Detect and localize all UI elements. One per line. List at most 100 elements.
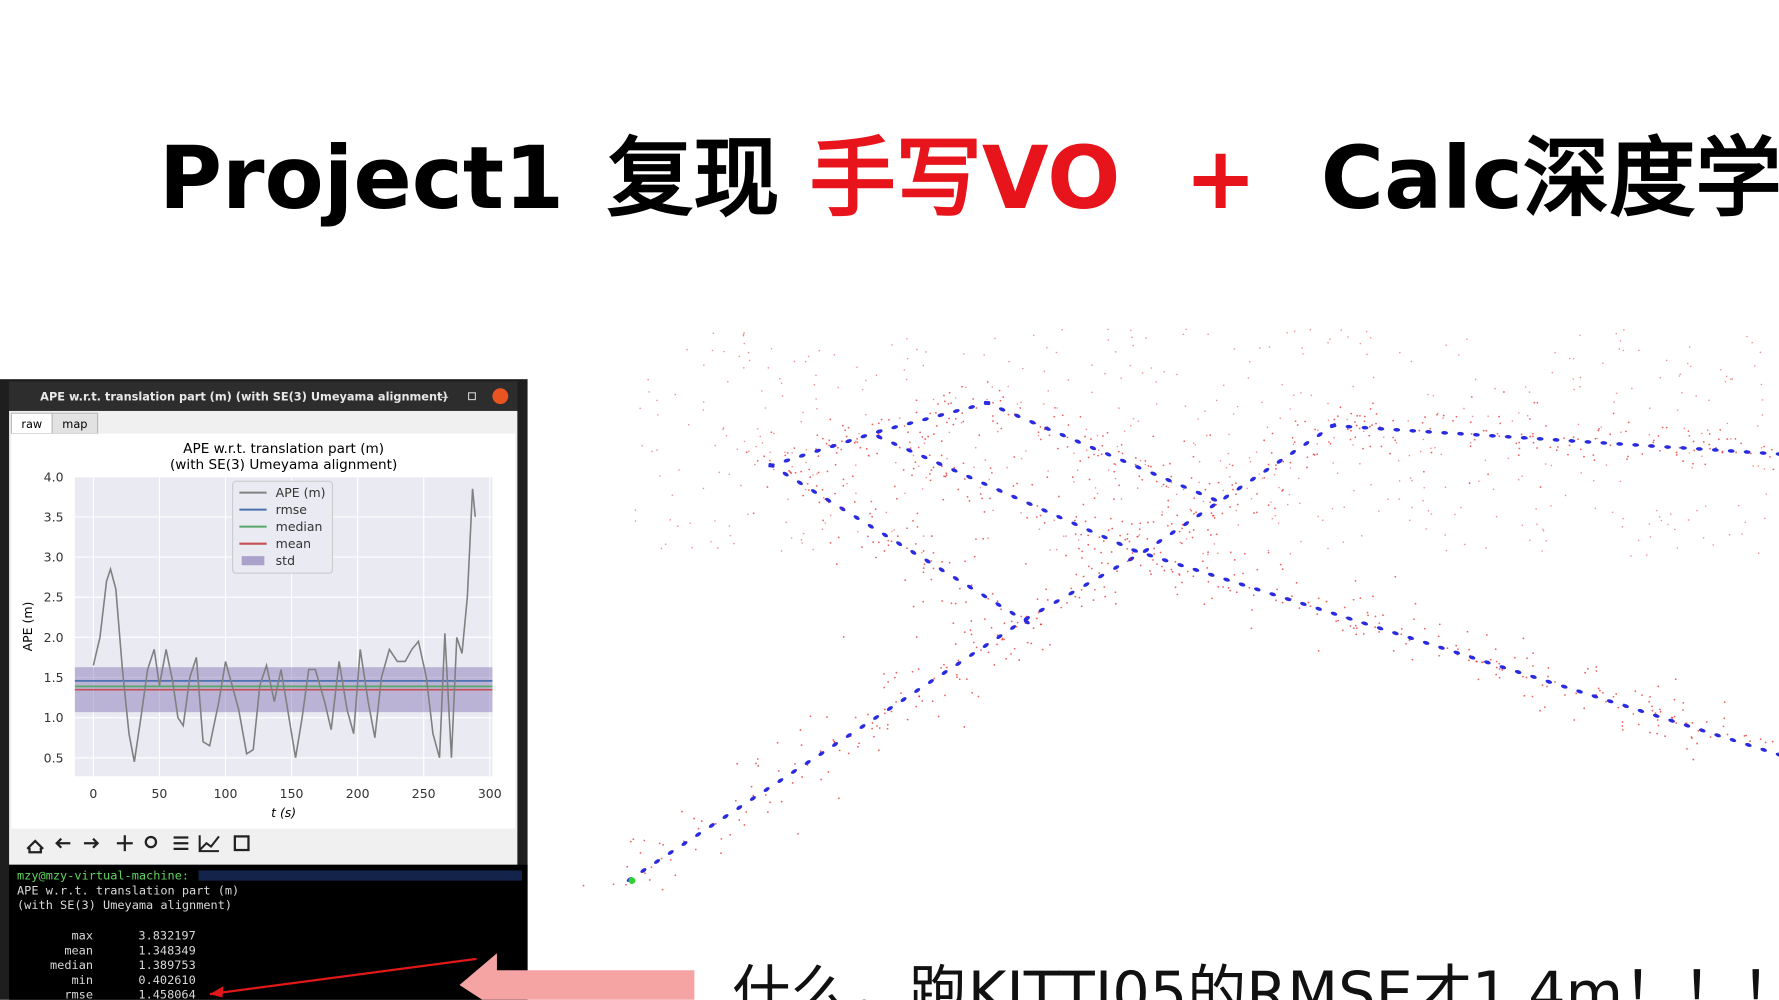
cloud-dot [1300,391,1302,394]
cloud-dot [943,400,946,403]
cloud-dot [1181,581,1183,584]
x-tick-label: 300 [478,786,502,801]
cloud-dot [1110,551,1113,553]
cloud-dot [1167,524,1169,527]
tab-label[interactable]: raw [21,417,42,431]
tab-label[interactable]: map [62,417,87,431]
cloud-dot [932,398,935,401]
cloud-dot [1114,591,1117,594]
cloud-dot [1007,385,1009,388]
cloud-dot [1337,619,1340,622]
cloud-dot [1517,454,1520,457]
cloud-dot [1209,534,1212,536]
close-button[interactable] [492,388,509,405]
cloud-dot [756,758,759,760]
trajectory-pose [1135,465,1142,470]
cloud-dot [1243,552,1246,555]
cloud-dot [991,420,994,422]
maximize-button[interactable] [468,392,476,401]
cloud-dot [965,386,967,389]
cloud-dot [780,800,783,803]
cloud-dot [1263,439,1266,442]
trajectory-pose [1409,428,1417,433]
cloud-dot [898,446,901,449]
trajectory-pose [825,497,832,503]
cloud-dot [841,424,844,427]
zoom-icon[interactable] [144,835,158,849]
cloud-dot [1035,516,1038,518]
trajectory-pose [896,541,903,547]
cloud-dot [1394,575,1397,578]
start-marker [628,877,636,885]
cloud-dot [1184,405,1187,407]
cloud-dot [1024,562,1027,565]
cloud-dot [674,874,677,877]
cloud-dot [1725,375,1728,378]
cloud-dot [1006,466,1008,469]
cloud-dot [1087,456,1090,459]
trajectory-pose [1044,426,1051,431]
cloud-dot [994,337,996,340]
trajectory-pose [640,868,647,873]
trajectory-pose [1249,476,1256,482]
cloud-dot [1012,485,1015,487]
cloud-dot [676,525,679,528]
cloud-dot [1001,637,1004,640]
cloud-dot [799,729,802,731]
cloud-dot [1595,670,1598,672]
trajectory-pose [1038,607,1045,613]
trajectory-pose [1010,625,1017,630]
cloud-dot [1688,434,1691,437]
trajectory-pose [749,796,756,801]
cloud-dot [794,471,797,474]
cloud-dot [948,417,950,420]
save-icon[interactable] [233,835,250,852]
cloud-dot [1193,497,1196,500]
forward-icon[interactable] [83,837,100,849]
cloud-dot [1066,436,1069,439]
cloud-dot [793,447,796,450]
cloud-dot [1752,465,1754,467]
cloud-dot [1074,533,1077,536]
cloud-dot [780,382,783,385]
home-icon[interactable] [26,839,44,854]
cloud-dot [740,484,742,487]
cloud-dot [1573,719,1576,721]
cloud-dot [1039,623,1042,626]
cloud-dot [1192,512,1195,515]
cloud-dot [1098,536,1101,539]
cloud-dot [1597,429,1600,432]
cloud-dot [1429,427,1432,430]
configure-icon[interactable] [173,836,189,851]
cloud-dot [1227,452,1230,455]
trajectory-pose [1759,451,1767,455]
cloud-dot [1093,453,1095,456]
cloud-dot [1567,453,1569,456]
cloud-dot [906,357,909,360]
cloud-dot [1457,648,1459,651]
cloud-dot [1409,477,1412,479]
cloud-dot [925,476,928,479]
back-icon[interactable] [55,837,71,849]
cloud-dot [1622,517,1624,520]
cloud-dot [661,888,664,891]
cloud-dot [1020,511,1022,514]
cloud-dot [767,367,770,369]
cloud-dot [1090,567,1093,570]
cloud-dot [728,525,731,527]
cloud-dot [966,496,969,498]
cloud-dot [1652,439,1655,442]
y-tick-label: 2.5 [44,590,64,605]
cloud-dot [923,563,926,566]
axes-icon[interactable] [198,835,220,853]
cloud-dot [1170,568,1173,571]
cloud-dot [883,708,886,711]
cloud-dot [1207,580,1210,583]
cloud-dot [1438,623,1441,626]
cloud-dot [1190,509,1193,512]
cloud-dot [954,643,957,645]
cloud-dot [1276,588,1279,591]
cloud-dot [1153,547,1156,550]
pan-icon[interactable] [116,835,133,852]
